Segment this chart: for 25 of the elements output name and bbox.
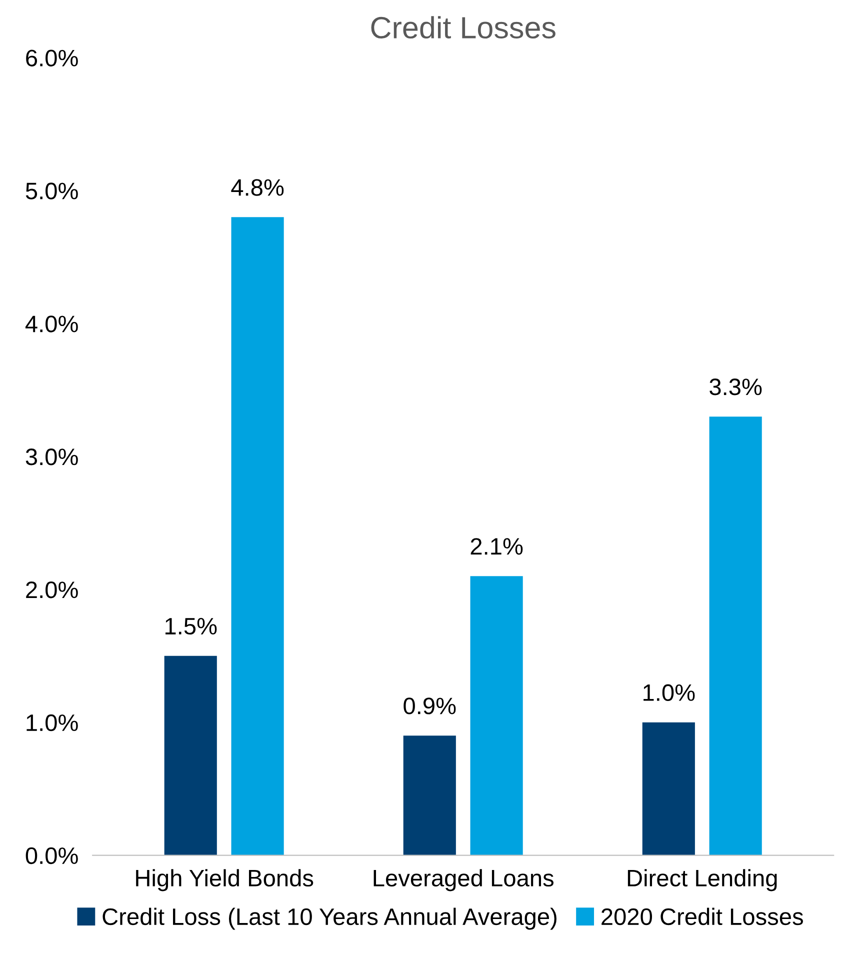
chart-title: Credit Losses	[371, 16, 556, 39]
y-tick-label: 3.0%	[26, 448, 78, 466]
x-tick-label: Direct Lending	[628, 869, 777, 892]
x-tick-label: High Yield Bonds	[136, 869, 314, 892]
y-tick-label: 6.0%	[26, 50, 78, 66]
x-tick-label: Leveraged Loans	[374, 869, 554, 892]
bar	[642, 722, 695, 856]
y-tick-label: 5.0%	[26, 182, 78, 200]
data-label: 2.1%	[470, 538, 523, 555]
data-label: 0.9%	[404, 698, 456, 714]
data-label: 4.8%	[231, 179, 284, 196]
data-label: 3.3%	[710, 378, 762, 396]
bar	[709, 416, 762, 856]
y-tick-label: 0.0%	[26, 847, 78, 864]
data-label: 1.0%	[644, 684, 695, 702]
legend-label: 2020 Credit Losses	[602, 908, 803, 926]
y-tick-label: 1.0%	[26, 714, 78, 732]
bar	[470, 576, 523, 856]
bar	[164, 656, 217, 856]
y-tick-label: 4.0%	[25, 316, 78, 332]
legend-label: Credit Loss (Last 10 Years Annual Average)	[102, 908, 556, 930]
bar	[403, 736, 456, 856]
bar	[231, 217, 284, 856]
data-label: 1.5%	[166, 618, 217, 635]
y-tick-label: 2.0%	[26, 581, 78, 598]
